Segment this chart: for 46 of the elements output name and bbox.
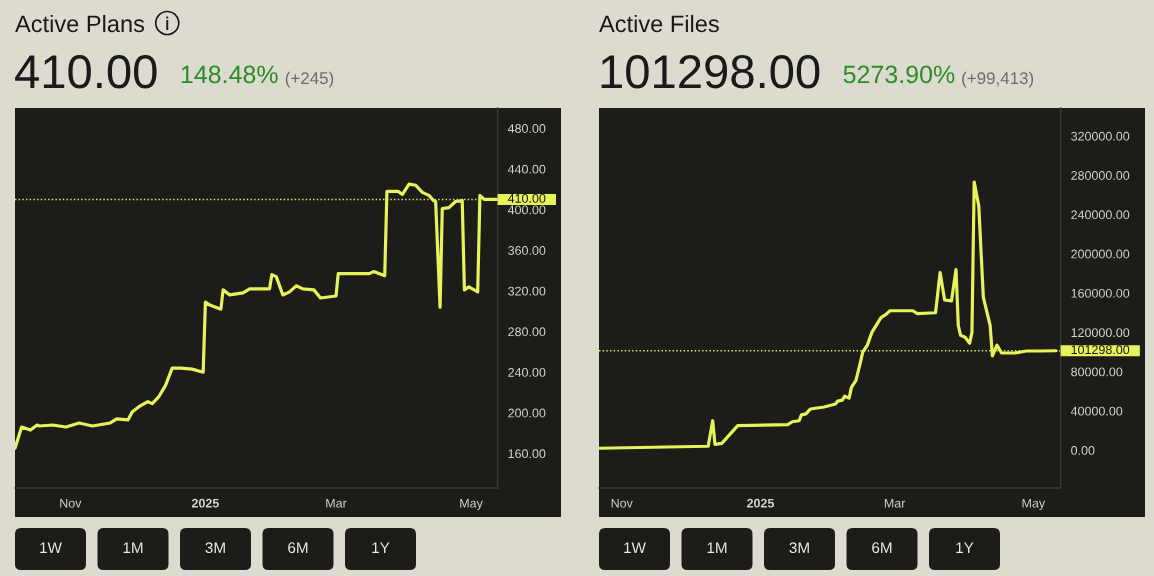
- y-tick-label: 280.00: [508, 327, 546, 337]
- text: 3M: [205, 542, 225, 554]
- x-tick-label: Mar: [326, 498, 347, 508]
- chart-title: Active Plans: [15, 14, 145, 33]
- x-tick-label: Nov: [611, 498, 633, 508]
- y-tick-label: 160000.00: [1071, 288, 1130, 298]
- y-tick-label: 160.00: [508, 449, 546, 459]
- y-tick-label: 400.00: [507, 205, 546, 215]
- y-tick-label: 280000.00: [1071, 171, 1130, 180]
- y-tick-label: 40000.00: [1070, 406, 1123, 416]
- x-tick-label: 2025: [191, 498, 219, 508]
- y-tick-label: 320000.00: [1071, 131, 1130, 141]
- x-tick-label: Mar: [884, 498, 906, 508]
- y-tick-label: 320.00: [508, 286, 546, 296]
- y-tick-label: 240.00: [508, 367, 546, 377]
- text: 1Y: [372, 542, 390, 553]
- text: (+245): [285, 71, 334, 88]
- y-tick-label: 440.00: [507, 164, 546, 174]
- x-tick-label: May: [460, 498, 483, 511]
- text: 148.48%: [181, 65, 278, 84]
- text: 1M: [707, 542, 727, 553]
- text: 1W: [624, 542, 646, 553]
- text: 1Y: [956, 542, 974, 553]
- y-tick-label: 200000.00: [1071, 249, 1130, 259]
- text: 6M: [288, 542, 308, 554]
- y-tick-label: 240000.00: [1071, 210, 1130, 220]
- x-tick-label: Nov: [60, 498, 82, 508]
- x-tick-label: May: [1022, 498, 1046, 511]
- ref-line-label: 410.00: [507, 193, 546, 203]
- text: 5273.90%: [843, 65, 955, 84]
- text: 6M: [872, 542, 892, 554]
- chart-title: Active Files: [599, 14, 719, 33]
- text: 1W: [40, 542, 62, 553]
- x-tick-label: 2025: [746, 498, 775, 508]
- y-tick-label: 360.00: [508, 246, 546, 255]
- chart-subtitle: 410.00: [15, 55, 157, 89]
- y-tick-label: 480.00: [507, 124, 546, 133]
- text: (+99,413): [962, 71, 1034, 88]
- y-tick-label: 200.00: [508, 408, 546, 418]
- ref-line-label: 101298.00: [1071, 345, 1130, 355]
- y-tick-label: 120000.00: [1071, 328, 1130, 338]
- y-tick-label: 80000.00: [1071, 367, 1123, 377]
- chart-subtitle: 101298.00: [601, 55, 820, 89]
- text: 3M: [789, 542, 809, 554]
- y-tick-label: 0.00: [1071, 446, 1095, 455]
- text: 1M: [123, 542, 143, 553]
